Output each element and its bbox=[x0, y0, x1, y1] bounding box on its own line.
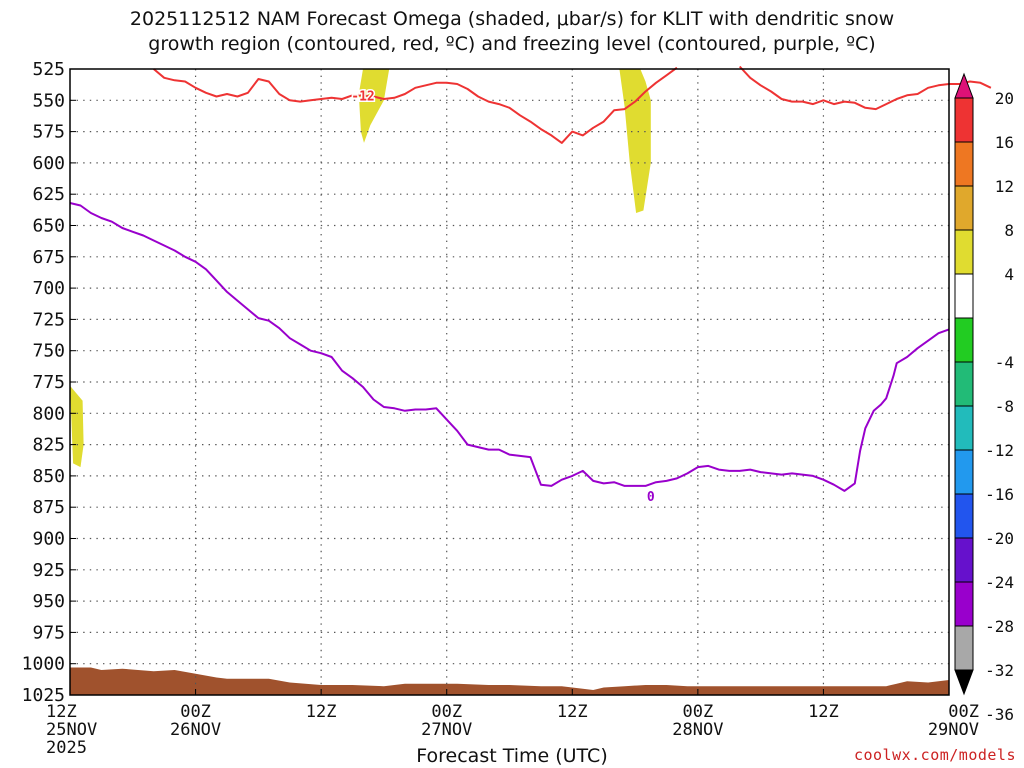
y-tick-label-950: 950 bbox=[32, 591, 65, 612]
x-tick-label-36-2: 27NOV bbox=[421, 720, 472, 740]
x-tick-label-72-1: 12Z bbox=[808, 702, 839, 722]
y-tick-label-575: 575 bbox=[32, 122, 65, 143]
chart-title-line-2: growth region (contoured, red, ºC) and f… bbox=[148, 33, 876, 55]
x-tick-label-84-1: 00Z bbox=[948, 702, 979, 722]
colorbar-arrow-bottom bbox=[954, 669, 974, 696]
y-tick-label-825: 825 bbox=[32, 435, 65, 456]
x-tick-label-12-2: 26NOV bbox=[170, 720, 221, 740]
y-tick-label-850: 850 bbox=[32, 466, 65, 487]
contour-labels: -12 0 bbox=[350, 88, 657, 507]
colorbar-box-1 bbox=[954, 97, 974, 143]
contour-label-3: 0 bbox=[647, 490, 655, 505]
credit-text: coolwx.com/models bbox=[853, 746, 1016, 764]
x-tick-label-60-1: 00Z bbox=[682, 702, 713, 722]
y-tick-label-1000: 1000 bbox=[22, 654, 65, 675]
x-tick-label-0-3: 2025 bbox=[46, 738, 87, 758]
colorbar-label-1: 20 bbox=[995, 89, 1014, 108]
colorbar-box-13 bbox=[954, 625, 974, 671]
plot-fills bbox=[70, 69, 949, 695]
x-tick-label-0-1: 12Z bbox=[46, 702, 77, 722]
colorbar-box-3 bbox=[954, 185, 974, 231]
x-tick-label-12-1: 00Z bbox=[180, 702, 211, 722]
colorbar-label-6: -4 bbox=[995, 353, 1014, 372]
colorbar-arrow-top bbox=[954, 72, 974, 99]
colorbar-label-13: -32 bbox=[985, 661, 1014, 680]
colorbar-label-11: -24 bbox=[985, 573, 1014, 592]
x-tick-label-48-1: 12Z bbox=[557, 702, 588, 722]
contour-label-1: -12 bbox=[351, 89, 374, 104]
x-tick-label-0-2: 25NOV bbox=[46, 720, 97, 740]
omega-shade-region-2 bbox=[358, 69, 390, 143]
colorbar-label-8: -12 bbox=[985, 441, 1014, 460]
y-tick-label-800: 800 bbox=[32, 403, 65, 424]
y-tick-label-975: 975 bbox=[32, 622, 65, 643]
gridlines bbox=[70, 69, 949, 695]
x-axis-title: Forecast Time (UTC) bbox=[416, 745, 608, 767]
y-tick-label-1025: 1025 bbox=[22, 685, 65, 706]
y-tick-label-625: 625 bbox=[32, 184, 65, 205]
x-tick-label-24-1: 12Z bbox=[306, 702, 337, 722]
colorbar-box-6 bbox=[954, 317, 974, 363]
omega-shade-region-3 bbox=[619, 69, 651, 213]
colorbar-box-2 bbox=[954, 141, 974, 187]
colorbar-label-3: 12 bbox=[995, 177, 1014, 196]
y-tick-label-675: 675 bbox=[32, 247, 65, 268]
contour-line-2 bbox=[738, 65, 992, 111]
colorbar-label-10: -20 bbox=[985, 529, 1014, 548]
y-tick-label-900: 900 bbox=[32, 529, 65, 550]
colorbar-box-9 bbox=[954, 449, 974, 495]
colorbar-label-9: -16 bbox=[985, 485, 1014, 504]
y-tick-label-525: 525 bbox=[32, 59, 65, 80]
contour-lines bbox=[69, 65, 992, 492]
y-tick-label-650: 650 bbox=[32, 216, 65, 237]
colorbar-box-10 bbox=[954, 493, 974, 539]
y-tick-label-875: 875 bbox=[32, 497, 65, 518]
colorbar-box-8 bbox=[954, 405, 974, 451]
terrain-below-ground bbox=[70, 667, 949, 695]
y-tick-label-550: 550 bbox=[32, 90, 65, 111]
y-tick-label-700: 700 bbox=[32, 278, 65, 299]
colorbar-box-5 bbox=[954, 273, 974, 319]
chart-title-line-1: 2025112512 NAM Forecast Omega (shaded, μ… bbox=[129, 8, 895, 30]
y-tick-label-725: 725 bbox=[32, 309, 65, 330]
colorbar-label-4: 8 bbox=[1004, 221, 1014, 240]
colorbar-label-5: 4 bbox=[1004, 265, 1014, 284]
contour-line-1 bbox=[153, 66, 678, 144]
y-tick-label-775: 775 bbox=[32, 372, 65, 393]
y-tick-label-925: 925 bbox=[32, 560, 65, 581]
x-tick-label-84-2: 29NOV bbox=[928, 720, 979, 740]
plot-frame bbox=[69, 68, 950, 696]
axis-labels: 525 550 575 600 625 650 675 700 725 750 775 800 825 8… bbox=[22, 59, 979, 758]
colorbar-box-7 bbox=[954, 361, 974, 407]
colorbar-label-14: -36 bbox=[985, 705, 1014, 724]
colorbar-box-12 bbox=[954, 581, 974, 627]
x-tick-label-36-1: 00Z bbox=[431, 702, 462, 722]
colorbar-box-11 bbox=[954, 537, 974, 583]
colorbar: 20 16 12 8 4 -4 -8 -12 -16 -20 -24 -28 -32 -36 bbox=[954, 72, 1014, 724]
omega-shade-region-1 bbox=[70, 385, 84, 468]
colorbar-label-2: 16 bbox=[995, 133, 1014, 152]
x-tick-label-60-2: 28NOV bbox=[672, 720, 723, 740]
contour-line-3 bbox=[69, 202, 950, 492]
y-tick-label-600: 600 bbox=[32, 153, 65, 174]
colorbar-label-7: -8 bbox=[995, 397, 1014, 416]
colorbar-box-4 bbox=[954, 229, 974, 275]
colorbar-label-12: -28 bbox=[985, 617, 1014, 636]
y-tick-label-750: 750 bbox=[32, 341, 65, 362]
